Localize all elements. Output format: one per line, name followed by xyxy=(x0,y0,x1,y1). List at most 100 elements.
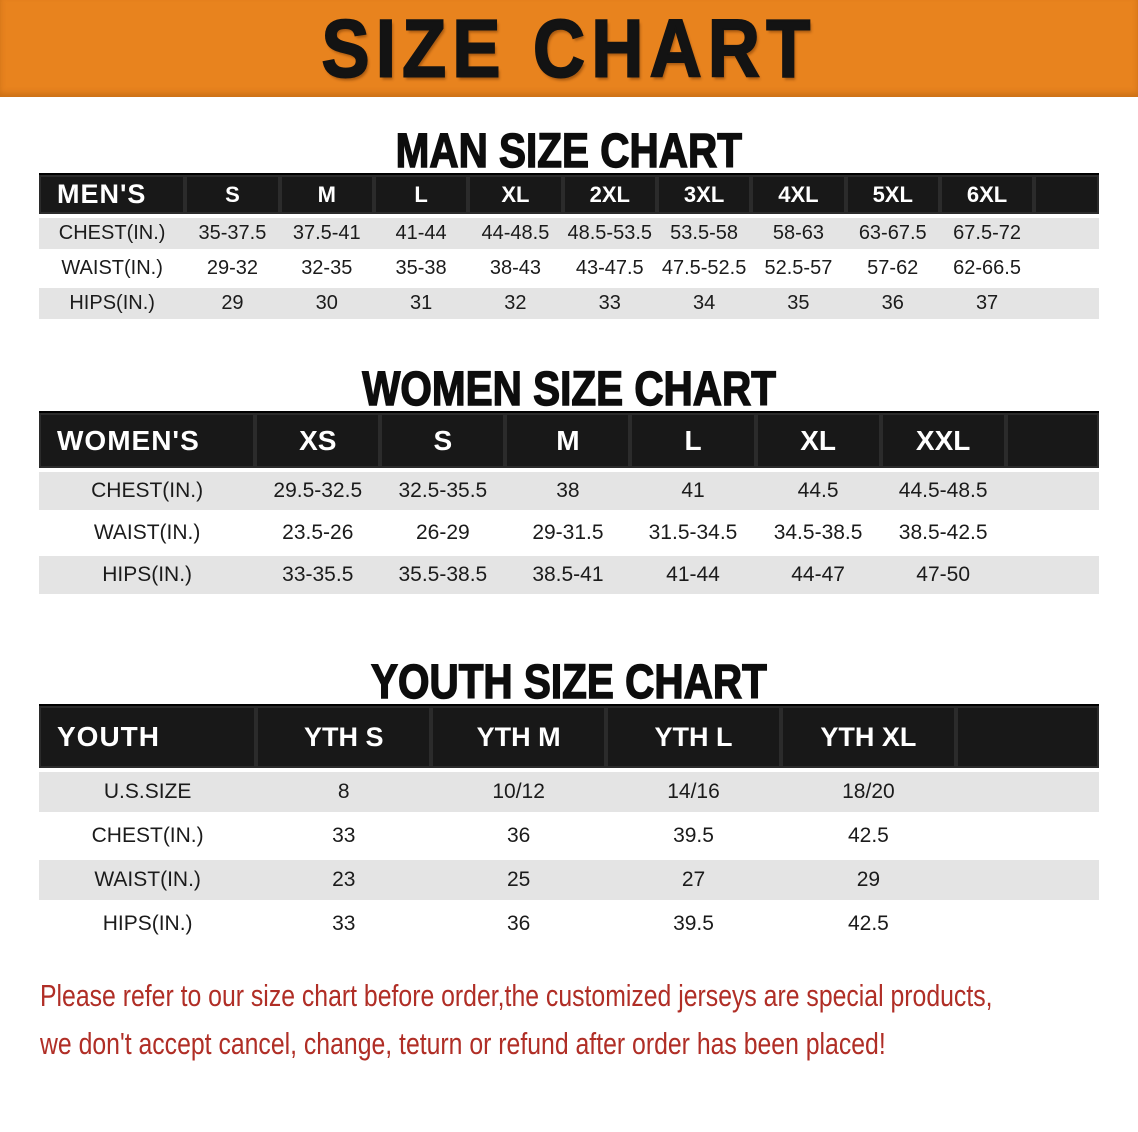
size-value: 30 xyxy=(279,288,374,323)
size-value: 44-48.5 xyxy=(468,218,563,253)
table-row: WAIST(IN.) 23 25 27 29 xyxy=(39,860,1099,904)
row-label: WAIST(IN.) xyxy=(39,860,257,904)
size-value: 67.5-72 xyxy=(939,218,1035,253)
row-label: CHEST(IN.) xyxy=(39,816,257,860)
size-value: 33-35.5 xyxy=(255,556,381,598)
size-value: 35-38 xyxy=(373,253,469,288)
column-header: M xyxy=(505,411,631,472)
order-policy-note-line1: Please refer to our size chart before or… xyxy=(40,978,993,1013)
size-value: 39.5 xyxy=(606,816,781,860)
size-value: 57-62 xyxy=(845,253,940,288)
size-value: 37.5-41 xyxy=(279,218,374,253)
size-value: 29 xyxy=(185,288,280,323)
table-title-cell: MEN'S xyxy=(39,173,186,218)
table-row: U.S.SIZE 8 10/12 14/16 18/20 xyxy=(39,772,1099,816)
column-header: 4XL xyxy=(751,173,846,218)
size-value: 32-35 xyxy=(279,253,374,288)
size-value: 32.5-35.5 xyxy=(380,472,506,514)
column-header: L xyxy=(630,411,756,472)
size-value: 35-37.5 xyxy=(185,218,280,253)
size-value: 8 xyxy=(256,772,432,816)
order-policy-note-line2: we don't accept cancel, change, teturn o… xyxy=(40,1026,886,1061)
column-header: XXL xyxy=(880,411,1006,472)
row-filler xyxy=(955,816,1099,860)
header-row: YOUTH YTH S YTH M YTH L YTH XL xyxy=(39,704,1099,772)
row-label: HIPS(IN.) xyxy=(39,904,257,948)
column-header: 6XL xyxy=(939,173,1035,218)
row-filler xyxy=(1005,472,1099,514)
row-filler xyxy=(1005,556,1099,598)
size-value: 42.5 xyxy=(780,904,956,948)
row-label: HIPS(IN.) xyxy=(39,556,256,598)
table-title-cell: WOMEN'S xyxy=(39,411,256,472)
table-row: CHEST(IN.) 35-37.5 37.5-41 41-44 44-48.5 48.5… xyxy=(39,218,1099,253)
size-value: 41-44 xyxy=(373,218,469,253)
size-value: 38-43 xyxy=(468,253,563,288)
size-value: 34.5-38.5 xyxy=(755,514,881,556)
mens-size-table: MEN'S S M L XL 2XL 3XL 4XL 5XL 6XL CHEST(IN.) 35-37… xyxy=(39,173,1099,323)
row-filler xyxy=(1034,288,1099,323)
size-value: 35.5-38.5 xyxy=(380,556,506,598)
header-row: WOMEN'S XS S M L XL XXL xyxy=(39,411,1099,472)
row-label: U.S.SIZE xyxy=(39,772,257,816)
youth-section-heading-text: YOUTH SIZE CHART xyxy=(370,653,767,709)
column-header: M xyxy=(279,173,374,218)
column-header: XL xyxy=(755,411,881,472)
size-value: 29 xyxy=(780,860,956,904)
size-value: 39.5 xyxy=(606,904,781,948)
row-label: CHEST(IN.) xyxy=(39,218,186,253)
table-row: HIPS(IN.) 33 36 39.5 42.5 xyxy=(39,904,1099,948)
header-row: MEN'S S M L XL 2XL 3XL 4XL 5XL 6XL xyxy=(39,173,1099,218)
size-value: 34 xyxy=(656,288,752,323)
size-value: 63-67.5 xyxy=(845,218,940,253)
size-value: 18/20 xyxy=(780,772,956,816)
size-value: 35 xyxy=(751,288,846,323)
size-chart-banner: SIZE CHART xyxy=(0,0,1138,97)
size-value: 25 xyxy=(431,860,607,904)
size-value: 41 xyxy=(630,472,756,514)
size-value: 29-31.5 xyxy=(505,514,631,556)
women-section-heading-text: WOMEN SIZE CHART xyxy=(361,360,776,416)
size-value: 33 xyxy=(256,904,432,948)
column-header: XL xyxy=(468,173,563,218)
column-header: L xyxy=(373,173,469,218)
size-value: 48.5-53.5 xyxy=(562,218,657,253)
size-value: 31 xyxy=(373,288,469,323)
size-value: 62-66.5 xyxy=(939,253,1035,288)
size-value: 36 xyxy=(431,816,607,860)
women-section-heading: WOMEN SIZE CHART xyxy=(0,360,1138,416)
size-value: 31.5-34.5 xyxy=(630,514,756,556)
row-filler xyxy=(955,860,1099,904)
size-value: 41-44 xyxy=(630,556,756,598)
column-header: YTH M xyxy=(431,704,607,772)
size-value: 58-63 xyxy=(751,218,846,253)
table-row: CHEST(IN.) 29.5-32.5 32.5-35.5 38 41 44.5 44.5… xyxy=(39,472,1099,514)
size-value: 29.5-32.5 xyxy=(255,472,381,514)
column-header: S xyxy=(380,411,506,472)
size-value: 38.5-41 xyxy=(505,556,631,598)
row-label: HIPS(IN.) xyxy=(39,288,186,323)
size-value: 23.5-26 xyxy=(255,514,381,556)
table-row: CHEST(IN.) 33 36 39.5 42.5 xyxy=(39,816,1099,860)
size-value: 42.5 xyxy=(780,816,956,860)
row-label: WAIST(IN.) xyxy=(39,253,186,288)
column-header: XS xyxy=(255,411,381,472)
row-label: CHEST(IN.) xyxy=(39,472,256,514)
size-value: 36 xyxy=(845,288,940,323)
men-section-heading: MAN SIZE CHART xyxy=(0,122,1138,178)
size-value: 38.5-42.5 xyxy=(880,514,1006,556)
table-title-cell: YOUTH xyxy=(39,704,257,772)
header-filler xyxy=(1005,411,1099,472)
column-header: 2XL xyxy=(562,173,657,218)
size-value: 43-47.5 xyxy=(562,253,657,288)
order-policy-note: Please refer to our size chart before or… xyxy=(40,972,1138,1068)
column-header: S xyxy=(185,173,280,218)
row-filler xyxy=(1034,218,1099,253)
size-value: 33 xyxy=(562,288,657,323)
size-value: 37 xyxy=(939,288,1035,323)
column-header: YTH L xyxy=(606,704,781,772)
header-filler xyxy=(1034,173,1099,218)
men-section-heading-text: MAN SIZE CHART xyxy=(395,122,743,178)
banner-title: SIZE CHART xyxy=(321,2,817,94)
size-value: 52.5-57 xyxy=(751,253,846,288)
